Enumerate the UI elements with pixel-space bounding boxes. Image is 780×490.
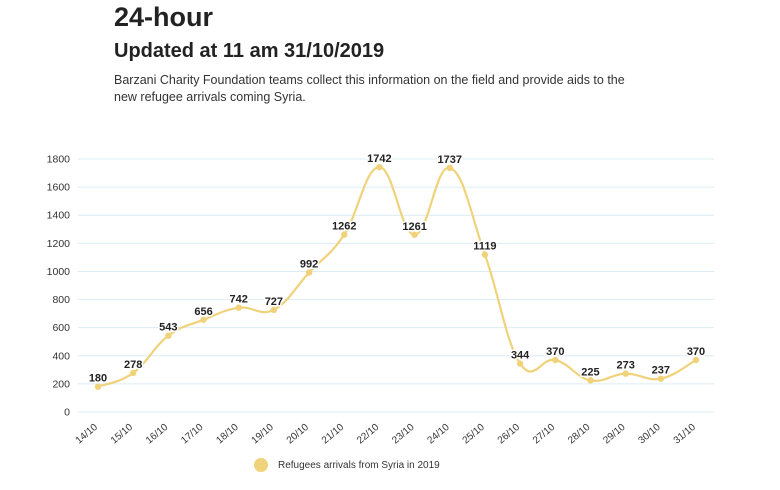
data-point xyxy=(411,231,418,238)
x-tick-label: 20/10 xyxy=(285,422,312,447)
x-tick-label: 30/10 xyxy=(637,422,664,447)
x-tick-label: 25/10 xyxy=(461,422,488,447)
data-label: 543 xyxy=(159,322,177,334)
y-tick-label: 400 xyxy=(52,350,70,362)
x-tick-label: 27/10 xyxy=(531,422,558,447)
x-tick-label: 15/10 xyxy=(109,422,136,447)
data-point xyxy=(587,377,594,384)
x-tick-label: 17/10 xyxy=(179,422,206,447)
y-tick-label: 1800 xyxy=(47,154,71,166)
data-label: 278 xyxy=(124,359,142,371)
y-axis-ticks: 0 200 400 600 800 1000 1200 1400 1600 1800 xyxy=(47,154,71,419)
data-label: 1262 xyxy=(332,221,356,233)
data-label: 344 xyxy=(511,350,530,362)
data-point xyxy=(657,375,665,382)
data-point xyxy=(622,370,629,377)
data-label: 225 xyxy=(581,366,599,378)
legend-label: Refugees arrivals from Syria in 2019 xyxy=(278,459,440,471)
data-labels: 180 278 543 656 742 727 992 1262 1742 1261 1737 111… xyxy=(87,152,706,387)
y-tick-label: 600 xyxy=(52,322,70,334)
page-description: Barzani Charity Foundation teams collect… xyxy=(114,73,625,104)
legend-swatch xyxy=(254,458,268,472)
x-tick-label: 29/10 xyxy=(601,422,628,447)
data-point xyxy=(94,383,102,390)
legend: Refugees arrivals from Syria in 2019 xyxy=(254,458,440,472)
y-tick-label: 1600 xyxy=(47,182,71,194)
data-point xyxy=(165,332,172,339)
data-point xyxy=(376,163,383,171)
y-tick-label: 1400 xyxy=(47,210,71,222)
data-point xyxy=(446,164,453,172)
page-title: 24-hour xyxy=(114,2,214,32)
data-label: 370 xyxy=(687,346,705,358)
data-label: 370 xyxy=(546,346,564,358)
x-tick-label: 14/10 xyxy=(74,422,101,447)
y-tick-label: 800 xyxy=(52,294,70,306)
series-line xyxy=(97,166,697,388)
y-tick-label: 1200 xyxy=(47,238,71,250)
data-label: 742 xyxy=(230,294,248,306)
data-label: 656 xyxy=(194,306,212,318)
x-tick-label: 28/10 xyxy=(566,422,593,447)
data-point xyxy=(270,306,278,314)
x-tick-label: 19/10 xyxy=(250,422,277,447)
data-point xyxy=(516,360,524,367)
data-label: 273 xyxy=(616,360,634,372)
page-subtitle: Updated at 11 am 31/10/2019 xyxy=(114,40,385,62)
x-tick-label: 26/10 xyxy=(496,422,523,447)
data-label: 1261 xyxy=(402,221,426,233)
data-label: 1737 xyxy=(438,154,462,166)
data-point xyxy=(305,269,313,276)
x-tick-label: 31/10 xyxy=(672,422,699,447)
data-point xyxy=(552,356,559,364)
x-tick-label: 24/10 xyxy=(425,422,452,447)
data-point xyxy=(200,316,207,323)
data-point xyxy=(235,304,242,311)
x-tick-label: 22/10 xyxy=(355,422,382,447)
data-point xyxy=(481,251,489,258)
data-label: 992 xyxy=(300,259,318,271)
x-tick-label: 16/10 xyxy=(144,422,171,447)
x-axis-ticks: 14/10 15/10 16/10 17/10 18/10 19/10 20/10 21/10… xyxy=(74,422,699,447)
data-points xyxy=(94,163,700,390)
x-tick-label: 23/10 xyxy=(390,422,417,447)
x-tick-label: 18/10 xyxy=(214,422,241,447)
data-label: 727 xyxy=(265,296,283,308)
y-tick-label: 200 xyxy=(52,378,70,390)
y-tick-label: 1000 xyxy=(47,266,71,278)
data-label: 1119 xyxy=(473,241,496,253)
data-point xyxy=(692,356,700,364)
data-label: 1742 xyxy=(367,153,391,165)
data-label: 180 xyxy=(89,373,107,385)
data-label: 237 xyxy=(652,365,670,377)
y-tick-label: 0 xyxy=(64,407,70,419)
data-point xyxy=(341,231,348,238)
x-tick-label: 21/10 xyxy=(320,422,347,447)
data-point xyxy=(129,369,137,377)
